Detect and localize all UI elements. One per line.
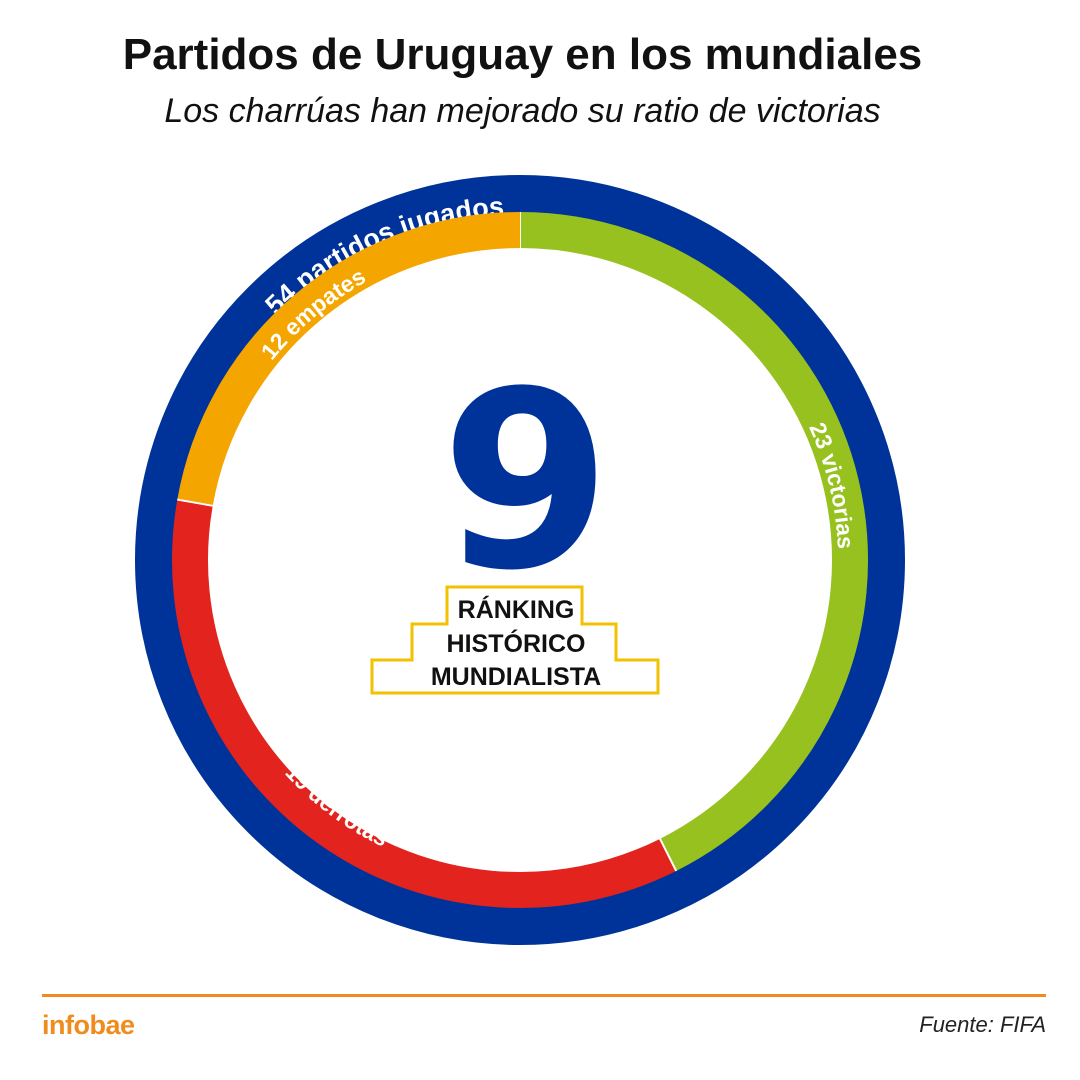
ranking-number: 9 bbox=[441, 339, 611, 624]
ranking-line-3: MUNDIALISTA bbox=[431, 663, 601, 691]
segment-separator bbox=[659, 838, 678, 872]
ranking-line-2: HISTÓRICO bbox=[447, 628, 586, 658]
podium-frame bbox=[370, 585, 660, 695]
ranking-line-1: RÁNKING bbox=[458, 595, 575, 624]
footer-divider bbox=[42, 994, 1046, 997]
segment-separator bbox=[177, 498, 213, 507]
source-note: Fuente: FIFA bbox=[919, 1012, 1046, 1037]
page-subtitle: Los charrúas han mejorado su ratio de vi… bbox=[164, 92, 881, 130]
page-title: Partidos de Uruguay en los mundiales bbox=[122, 30, 923, 79]
segment-empates bbox=[177, 212, 521, 506]
segment-victorias bbox=[519, 212, 868, 871]
total-ring bbox=[135, 175, 905, 945]
brand-logo[interactable]: infobae bbox=[42, 1010, 135, 1040]
segment-derrotas bbox=[172, 499, 677, 908]
